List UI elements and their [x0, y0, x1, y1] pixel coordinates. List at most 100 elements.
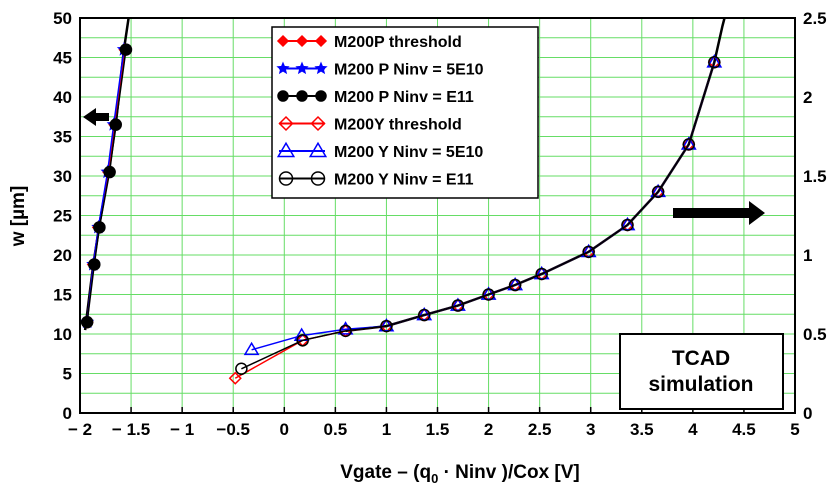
x-tick-label: −0.5 — [216, 420, 250, 439]
x-tick-label: 5 — [790, 420, 799, 439]
legend-marker — [314, 34, 328, 48]
x-tick-label: 2.5 — [528, 420, 552, 439]
data-point — [582, 245, 595, 259]
x-tick-label: − 2 — [68, 420, 92, 439]
series-2 — [80, 43, 133, 329]
y-right-tick-label: 2 — [803, 88, 812, 107]
tcad-box — [619, 333, 784, 410]
x-axis-label: Vgate – (q0 · Ninv )/Cox [V] — [340, 462, 580, 486]
y-left-tick-label: 10 — [53, 325, 72, 344]
legend-entry-3: M200Y threshold — [278, 115, 462, 134]
series-0 — [80, 43, 132, 329]
y-left-tick-label: 35 — [53, 128, 72, 147]
data-point — [103, 165, 116, 179]
y-right-tick-label: 0.5 — [803, 325, 827, 344]
legend-entry-4: M200 Y Ninv = 5E10 — [276, 141, 483, 161]
y-left-tick-label: 50 — [53, 9, 72, 28]
legend-marker — [310, 171, 326, 186]
y-left-tick-label: 15 — [53, 286, 72, 305]
x-axis-label-rest: · Ninv )/Cox [V] — [438, 462, 579, 483]
legend-marker — [276, 34, 290, 48]
data-point — [482, 288, 495, 301]
x-tick-label: 3.5 — [630, 420, 654, 439]
y-left-tick-label: 40 — [53, 88, 72, 107]
x-axis-label-subscript: 0 — [431, 471, 438, 486]
data-point — [80, 315, 94, 329]
legend-marker — [278, 115, 294, 132]
data-point — [621, 218, 634, 232]
data-point — [417, 308, 431, 322]
legend-marker — [278, 171, 294, 186]
x-tick-label: 1 — [382, 420, 391, 439]
data-point — [706, 54, 723, 68]
data-point — [109, 118, 122, 131]
legend: M200P threshold M200 P Ninv = 5E10 M200 P … — [271, 26, 539, 199]
y-left-tick-label: 5 — [63, 365, 72, 384]
data-point — [88, 258, 101, 271]
tcad-line-1: TCAD — [672, 347, 730, 370]
data-point — [243, 341, 260, 356]
legend-marker — [276, 141, 296, 158]
legend-label: M200 P Ninv = E11 — [334, 89, 474, 106]
data-point — [682, 138, 696, 151]
x-axis-label-main: Vgate – (q — [340, 462, 431, 483]
tcad-annotation: TCAD simulation — [619, 333, 784, 410]
series-line-1 — [86, 49, 125, 323]
legend-label: M200 P Ninv = 5E10 — [334, 62, 484, 79]
data-point — [339, 324, 352, 338]
y-left-tick-label: 30 — [53, 167, 72, 186]
y-right-tick-label: 0 — [803, 404, 812, 423]
legend-label: M200P threshold — [334, 34, 462, 51]
legend-marker — [310, 115, 326, 132]
x-tick-label: 3 — [586, 420, 595, 439]
y-left-tick-label: 20 — [53, 246, 72, 265]
x-tick-label: − 1.5 — [112, 420, 150, 439]
data-point — [650, 183, 667, 198]
legend-entry-5: M200 Y Ninv = E11 — [278, 171, 474, 189]
left-axis-arrow-icon — [83, 108, 109, 126]
data-point — [296, 334, 309, 347]
data-point — [680, 136, 697, 150]
data-point — [708, 55, 721, 69]
x-tick-label: 4 — [688, 420, 698, 439]
data-point — [535, 267, 548, 281]
x-tick-label: − 1 — [170, 420, 194, 439]
right-axis-arrow-icon — [673, 201, 765, 225]
x-tick-label: 1.5 — [426, 420, 450, 439]
y-right-tick-label: 1.5 — [803, 167, 827, 186]
legend-marker — [315, 90, 327, 102]
data-point — [119, 43, 133, 56]
data-series — [80, 42, 723, 385]
data-point — [619, 216, 636, 231]
x-tick-label: 0.5 — [324, 420, 348, 439]
legend-marker — [295, 61, 309, 75]
legend-label: M200 Y Ninv = 5E10 — [334, 144, 483, 161]
data-point — [651, 185, 665, 199]
legend-marker — [276, 61, 290, 75]
y-left-tick-label: 45 — [53, 49, 72, 68]
y-axis-label: w [µm] — [8, 186, 29, 248]
ticks: − 2− 1.5− 1 −0.5 0 0.5 1 1.5 2 2.5 3 3.5 4 4.5 50510… — [53, 9, 827, 439]
y-left-tick-label: 25 — [53, 207, 72, 226]
data-point — [228, 371, 242, 385]
legend-items: M200P threshold M200 P Ninv = 5E10 M200 P … — [276, 34, 484, 189]
data-point — [337, 321, 354, 335]
y-right-tick-label: 2.5 — [803, 9, 827, 28]
series-1 — [80, 42, 132, 329]
legend-entry-1: M200 P Ninv = 5E10 — [276, 61, 484, 79]
legend-marker — [296, 90, 308, 102]
series-line-2 — [86, 49, 127, 323]
legend-marker — [277, 90, 289, 102]
legend-marker — [308, 141, 328, 158]
legend-label: M200 Y Ninv = E11 — [334, 172, 474, 189]
legend-entry-0: M200P threshold — [276, 34, 462, 51]
data-point — [508, 278, 522, 292]
legend-label: M200Y threshold — [334, 117, 462, 134]
series-5 — [235, 55, 721, 376]
y-left-tick-label: 0 — [63, 404, 72, 423]
tcad-line-2: simulation — [648, 373, 753, 396]
data-point — [451, 299, 465, 312]
series-line-5 — [241, 62, 716, 370]
legend-marker — [295, 34, 309, 48]
